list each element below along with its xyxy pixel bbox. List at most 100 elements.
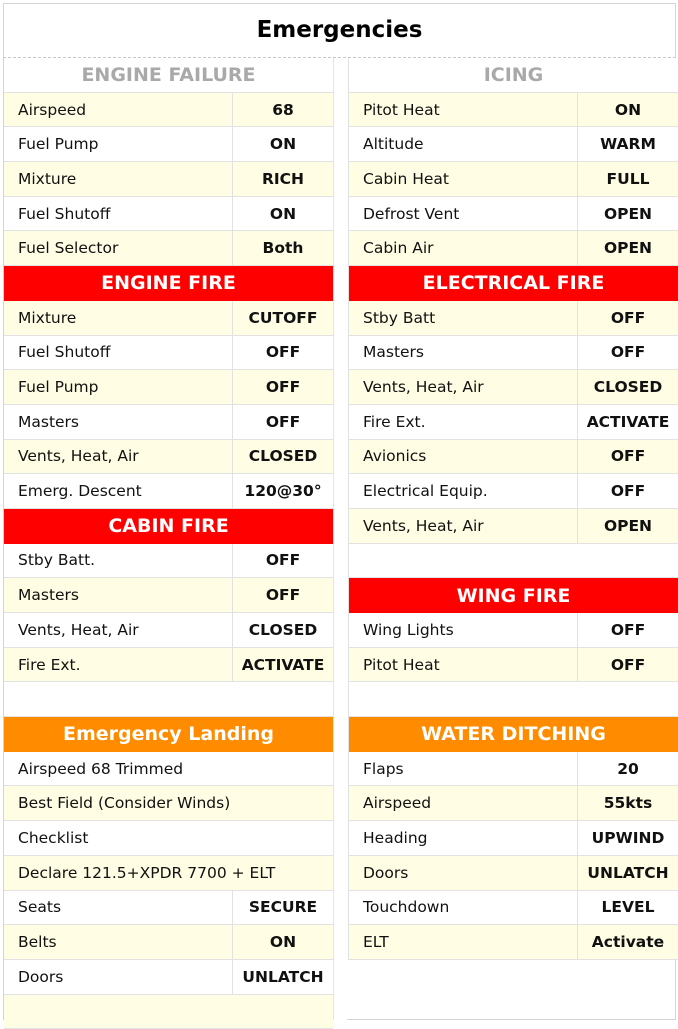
- checklist-row: Airspeed 68 Trimmed: [4, 751, 333, 787]
- checklist-row: Stby Batt OFF: [349, 300, 678, 336]
- checklist-item: Stby Batt: [349, 300, 578, 335]
- checklist-row: Best Field (Consider Winds): [4, 786, 333, 822]
- page-title: Emergencies: [3, 3, 676, 58]
- checklist-item: Masters: [4, 578, 233, 612]
- checklist-action: ON: [614, 100, 642, 119]
- section-header-icing: ICING: [349, 58, 678, 93]
- checklist-row: ELT Activate: [349, 925, 678, 960]
- checklist-row: Fire Ext. ACTIVATE: [4, 647, 333, 683]
- checklist-action: OPEN: [603, 516, 653, 535]
- checklist-row: Vents, Heat, Air CLOSED: [4, 439, 333, 475]
- checklist-action: OFF: [610, 482, 646, 501]
- checklist-action: OFF: [610, 620, 646, 639]
- checklist-item: Altitude: [349, 127, 578, 162]
- checklist-row: Vents, Heat, Air CLOSED: [4, 613, 333, 648]
- checklist-row: Defrost Vent OPEN: [349, 196, 678, 232]
- blank-row: [349, 682, 678, 718]
- checklist-action: ACTIVATE: [241, 655, 325, 674]
- checklist-action: ACTIVATE: [586, 412, 670, 431]
- section-header-electrical-fire: ELECTRICAL FIRE: [349, 266, 678, 301]
- checklist-row: Airspeed 55kts: [349, 786, 678, 822]
- checklist-row: Belts ON: [4, 925, 333, 960]
- right-column: ICING Pitot Heat ON Altitude WARM Cabin Heat F…: [348, 58, 678, 960]
- checklist-row: Fuel Pump OFF: [4, 370, 333, 405]
- checklist-action: 20: [617, 759, 639, 778]
- checklist-row: Mixture RICH: [4, 162, 333, 197]
- section-header-engine-failure: ENGINE FAILURE: [4, 58, 333, 93]
- checklist-row: Airspeed 68: [4, 92, 333, 128]
- checklist-item: Fuel Pump: [4, 127, 233, 162]
- checklist-action: OFF: [610, 308, 646, 327]
- blank-row: [4, 682, 333, 718]
- checklist-action: OFF: [610, 655, 646, 674]
- checklist-row: Vents, Heat, Air CLOSED: [349, 370, 678, 405]
- checklist-item: Airspeed: [349, 786, 578, 821]
- checklist-item: Belts: [4, 925, 233, 959]
- checklist-item: Vents, Heat, Air: [4, 613, 233, 647]
- checklist-row: Seats SECURE: [4, 890, 333, 926]
- checklist-action: ON: [269, 204, 297, 223]
- checklist-action: RICH: [261, 169, 305, 188]
- checklist-row: Fuel Shutoff ON: [4, 196, 333, 232]
- checklist-item: Fire Ext.: [4, 647, 233, 682]
- checklist-item: Doors: [349, 855, 578, 890]
- checklist-action: OFF: [265, 551, 301, 570]
- checklist-row: Cabin Heat FULL: [349, 162, 678, 197]
- checklist-action: CLOSED: [248, 620, 318, 639]
- checklist-item: Masters: [349, 335, 578, 370]
- checklist-action: OFF: [610, 343, 646, 362]
- checklist-row: Stby Batt. OFF: [4, 543, 333, 579]
- blank-row: [349, 543, 678, 579]
- section-header-emergency-landing: Emergency Landing: [4, 717, 333, 752]
- checklist-action: UPWIND: [591, 828, 665, 847]
- checklist-item: Vents, Heat, Air: [349, 508, 578, 543]
- checklist-action: UNLATCH: [587, 863, 669, 882]
- checklist-row: Cabin Air OPEN: [349, 231, 678, 267]
- checklist-row: Fuel Shutoff OFF: [4, 335, 333, 371]
- checklist-row: Mixture CUTOFF: [4, 300, 333, 336]
- checklist-item: Mixture: [4, 162, 233, 196]
- checklist-action: OFF: [265, 586, 301, 605]
- checklist-item: Doors: [4, 959, 233, 994]
- checklist-item: Mixture: [4, 300, 233, 335]
- checklist-item: Fuel Shutoff: [4, 196, 233, 231]
- checklist-action: CUTOFF: [248, 308, 318, 327]
- checklist-action: FULL: [606, 169, 650, 188]
- checklist-action: UNLATCH: [242, 967, 324, 986]
- checklist-item: Airspeed: [4, 92, 233, 127]
- checklist-row: Avionics OFF: [349, 439, 678, 475]
- checklist-action: 120@30°: [244, 482, 322, 501]
- checklist-item: Touchdown: [349, 890, 578, 925]
- checklist-action: ON: [269, 933, 297, 952]
- checklist-item: Wing Lights: [349, 613, 578, 647]
- section-header-wing-fire: WING FIRE: [349, 578, 678, 613]
- checklist-action: Both: [262, 239, 304, 258]
- checklist-item: Emerg. Descent: [4, 474, 233, 508]
- checklist-item: Defrost Vent: [349, 196, 578, 231]
- blank-row: [4, 994, 333, 1029]
- checklist-item: Vents, Heat, Air: [4, 439, 233, 474]
- checklist-item: Electrical Equip.: [349, 474, 578, 508]
- checklist-row: Flaps 20: [349, 751, 678, 787]
- checklist-item: Cabin Heat: [349, 162, 578, 196]
- checklist-row: Electrical Equip. OFF: [349, 474, 678, 509]
- checklist-item: Pitot Heat: [349, 92, 578, 127]
- checklist-item: Heading: [349, 821, 578, 855]
- checklist-row: Vents, Heat, Air OPEN: [349, 508, 678, 544]
- checklist-item: Fuel Selector: [4, 231, 233, 266]
- left-column: ENGINE FAILURE Airspeed 68 Fuel Pump ON Mixtu…: [4, 58, 333, 1029]
- checklist-item: Fire Ext.: [349, 404, 578, 439]
- checklist-action: OFF: [610, 447, 646, 466]
- checklist-item: Airspeed 68 Trimmed: [18, 759, 184, 778]
- section-header-cabin-fire: CABIN FIRE: [4, 508, 333, 544]
- checklist-row: Fuel Selector Both: [4, 231, 333, 267]
- column-divider: [333, 58, 347, 1020]
- checklist-item: Cabin Air: [349, 231, 578, 266]
- checklist-action: OFF: [265, 412, 301, 431]
- checklist-action: OFF: [265, 378, 301, 397]
- checklist-item: Best Field (Consider Winds): [18, 794, 231, 813]
- checklist-row: Masters OFF: [4, 404, 333, 440]
- checklist-item: ELT: [349, 925, 578, 959]
- checklist-item: Avionics: [349, 439, 578, 474]
- checklist-action: ON: [269, 135, 297, 154]
